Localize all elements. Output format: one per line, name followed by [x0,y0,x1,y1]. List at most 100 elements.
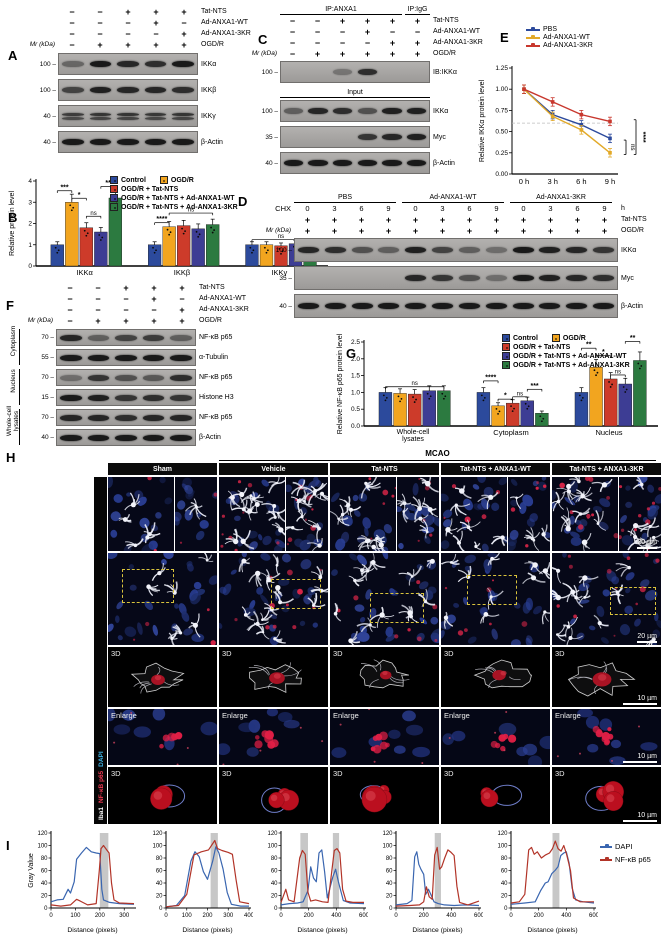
blot-row: 40 – β-Actin [6,429,332,446]
mcao-underline [219,460,656,461]
mw-label: 35 – [265,133,278,141]
blot-lane [456,239,483,261]
lane-sign: + [358,214,365,225]
blot-lane [85,390,113,405]
lane-sign: − [314,15,321,26]
micrograph-cell: 3D [441,767,550,824]
blot-lane [57,370,85,385]
band [333,108,353,114]
blot-lane [590,239,617,261]
blot-lane [402,239,429,261]
lane-sign: − [69,17,75,28]
band [144,87,167,93]
legend-row: NF-κB p65 [600,855,651,864]
legend-line [526,43,540,47]
blot-lane [140,350,168,365]
blot-row: 40 – β-Actin [6,131,232,153]
svg-text:IKKβ: IKKβ [174,268,191,277]
svg-text:20: 20 [156,894,163,900]
condition-row: − − + + + + Tat-NTS [232,15,460,26]
svg-text:40: 40 [41,881,48,887]
svg-text:600: 600 [474,913,483,919]
scale-bar [637,547,657,549]
band [539,275,561,281]
lane-sign: − [97,6,103,17]
condition-row: − − + + + Tat-NTS [6,282,332,293]
chx-times: 0 3 6 9 0 3 6 9 0 3 6 9 [294,204,618,214]
blot-lane [114,80,142,100]
legend-swatch [551,334,560,342]
lane-sign: + [151,293,157,304]
panel-h: H MCAO Sham Vehicle Tat-NTS Tat-NTS + ANXA1-… [6,449,662,828]
band [60,354,82,361]
panel-b-label: B [8,210,18,225]
band [308,160,328,166]
legend-label: Ad-ANXA1-3KR [543,42,593,49]
condition-row: − − + + + Tat-NTS [6,6,232,17]
svg-text:200: 200 [419,913,430,919]
svg-text:0.25: 0.25 [495,150,508,157]
panel-d-groups: PBS Ad-ANXA1-WT Ad-ANXA1-3KR [232,192,662,203]
blot-lane [87,132,115,152]
roi-box [467,575,517,605]
svg-text:200: 200 [95,913,106,919]
lane-sign: + [385,225,392,236]
lane-sign: − [95,293,101,304]
blot-lane [59,54,87,74]
svg-text:Whole-cell: Whole-cell [397,429,430,436]
panel-b: B Control OGD/R OGD/R + Tat-NTS OGD/R + Tat… [6,176,332,280]
chx-time: 9 [386,203,391,213]
lane-sign: + [439,225,446,236]
blot-lane [510,267,537,289]
blot-row: 100 – IKKα [232,100,460,122]
svg-text:400: 400 [244,913,253,919]
svg-text:ns: ns [411,381,417,387]
band [324,303,346,309]
blot-lane [142,54,170,74]
micrograph [219,477,285,551]
lane-signs: − − + + + + [280,16,430,26]
micrograph-cell [441,553,550,645]
svg-text:400: 400 [446,913,457,919]
lane-signs: − − − − + [56,305,196,315]
blot-lane [349,239,376,261]
svg-text:****: **** [485,374,496,381]
blot-image [294,266,618,290]
band [485,303,507,309]
lane-sign: − [289,26,296,37]
blot-lane [85,370,113,385]
mr-label: Mr (kDa) [265,227,291,234]
blot-lane [375,239,402,261]
blot-lane [57,350,85,365]
profile-plot-3: 0 20 40 60 80 100 120 0 200 400 600 Distance (pixel… [267,831,368,934]
stain-labels: Iba1 NF-κB p65 DAPI [98,747,105,820]
svg-text:0: 0 [274,906,278,912]
svg-text:120: 120 [382,831,393,837]
micrograph-cell: 3D [441,647,550,707]
chx-group-label: Ad-ANXA1-WT [402,194,504,203]
lane-sign: + [412,214,419,225]
legend-item: PBS [526,26,557,33]
svg-text:1.0: 1.0 [351,389,360,396]
blot-row: 15 – Histone H3 [6,389,332,406]
svg-text:***: *** [530,383,538,390]
micrograph-cell: 20 µm [552,477,661,551]
legend-label: OGD/R [170,176,194,184]
band [87,394,110,401]
blot-row: 40 – IKKγ [6,105,232,127]
input-header-row: Input [232,87,460,98]
blot-target: NF-κB p65 [199,414,233,421]
band [432,275,454,281]
chx-time: 6 [359,203,364,213]
chx-time: 3 [332,203,337,213]
svg-text:3: 3 [28,199,32,206]
micrograph-cell: Enlarge [108,709,217,765]
svg-text:Gray Value: Gray Value [28,853,35,888]
band [382,160,402,166]
svg-text:400: 400 [331,913,342,919]
blot-row: 70 – NF-κB p65 [6,329,332,346]
lane-sign: + [574,214,581,225]
condition-row: − − − − + Ad-ANXA1-3KR [6,304,332,315]
scale-bar-label: 10 µm [637,753,657,760]
legend-item: OGD/R + Tat-NTS + Ad-ANXA1-3KR [110,203,238,211]
